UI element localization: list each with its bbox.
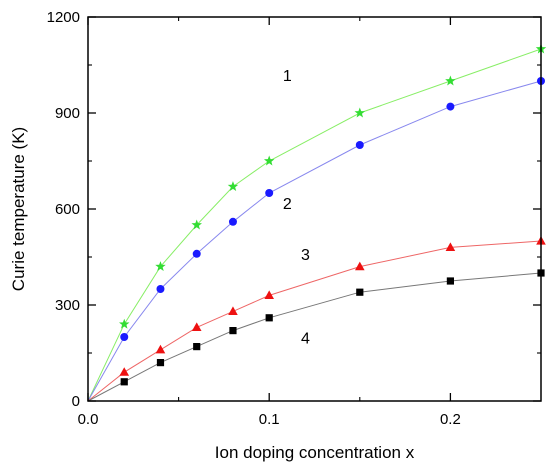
series-annotation-3: 3	[301, 247, 310, 264]
y-tick-label: 0	[72, 393, 80, 410]
data-point-4	[265, 314, 273, 322]
data-point-2	[156, 285, 165, 293]
data-point-4	[446, 277, 454, 285]
x-axis-title: Ion doping concentration x	[215, 443, 415, 462]
data-point-3	[445, 242, 456, 251]
y-tick-label: 900	[55, 105, 80, 122]
data-point-2	[446, 102, 455, 111]
x-tick-label: 0.2	[440, 411, 461, 428]
data-point-4	[156, 359, 165, 367]
data-point-3	[191, 322, 202, 331]
data-point-3	[228, 306, 238, 315]
plot-area: 1 2 3 4	[87, 43, 547, 402]
data-point-3	[119, 367, 130, 376]
series-annotation-4: 4	[301, 330, 310, 347]
data-point-2	[120, 333, 129, 341]
data-point-1	[445, 75, 456, 86]
data-point-2	[192, 249, 201, 258]
data-point-1	[263, 155, 275, 166]
data-point-2	[228, 217, 237, 226]
data-point-4	[193, 343, 201, 351]
series-line-4	[87, 272, 542, 402]
y-tick-label: 300	[55, 297, 80, 314]
series-annotation-2: 2	[283, 196, 292, 213]
data-point-3	[355, 261, 365, 271]
data-point-4	[229, 327, 237, 335]
data-point-3	[155, 344, 166, 354]
x-tick-label: 0.1	[259, 411, 280, 428]
series-line-1	[87, 48, 542, 402]
data-point-2	[355, 141, 364, 149]
series-2	[87, 77, 545, 402]
plot-frame	[87, 16, 542, 402]
y-tick-label: 600	[55, 201, 80, 218]
series-annotation-1: 1	[283, 68, 292, 85]
data-point-4	[120, 378, 128, 386]
data-point-1	[155, 261, 166, 272]
series-1	[87, 43, 547, 402]
data-point-1	[191, 219, 202, 230]
data-point-1	[227, 181, 239, 192]
data-point-4	[356, 288, 364, 296]
y-tick-label: 1200	[47, 9, 80, 26]
data-point-1	[354, 107, 366, 118]
series-3	[87, 236, 546, 402]
y-axis-title: Curie temperature (K)	[9, 127, 28, 291]
data-point-1	[119, 318, 130, 329]
data-point-2	[265, 189, 274, 197]
data-point-3	[264, 290, 274, 299]
axes: 0.0 0.1 0.2 0 300 600 900 1200	[47, 9, 541, 428]
x-tick-label: 0.0	[78, 411, 99, 428]
